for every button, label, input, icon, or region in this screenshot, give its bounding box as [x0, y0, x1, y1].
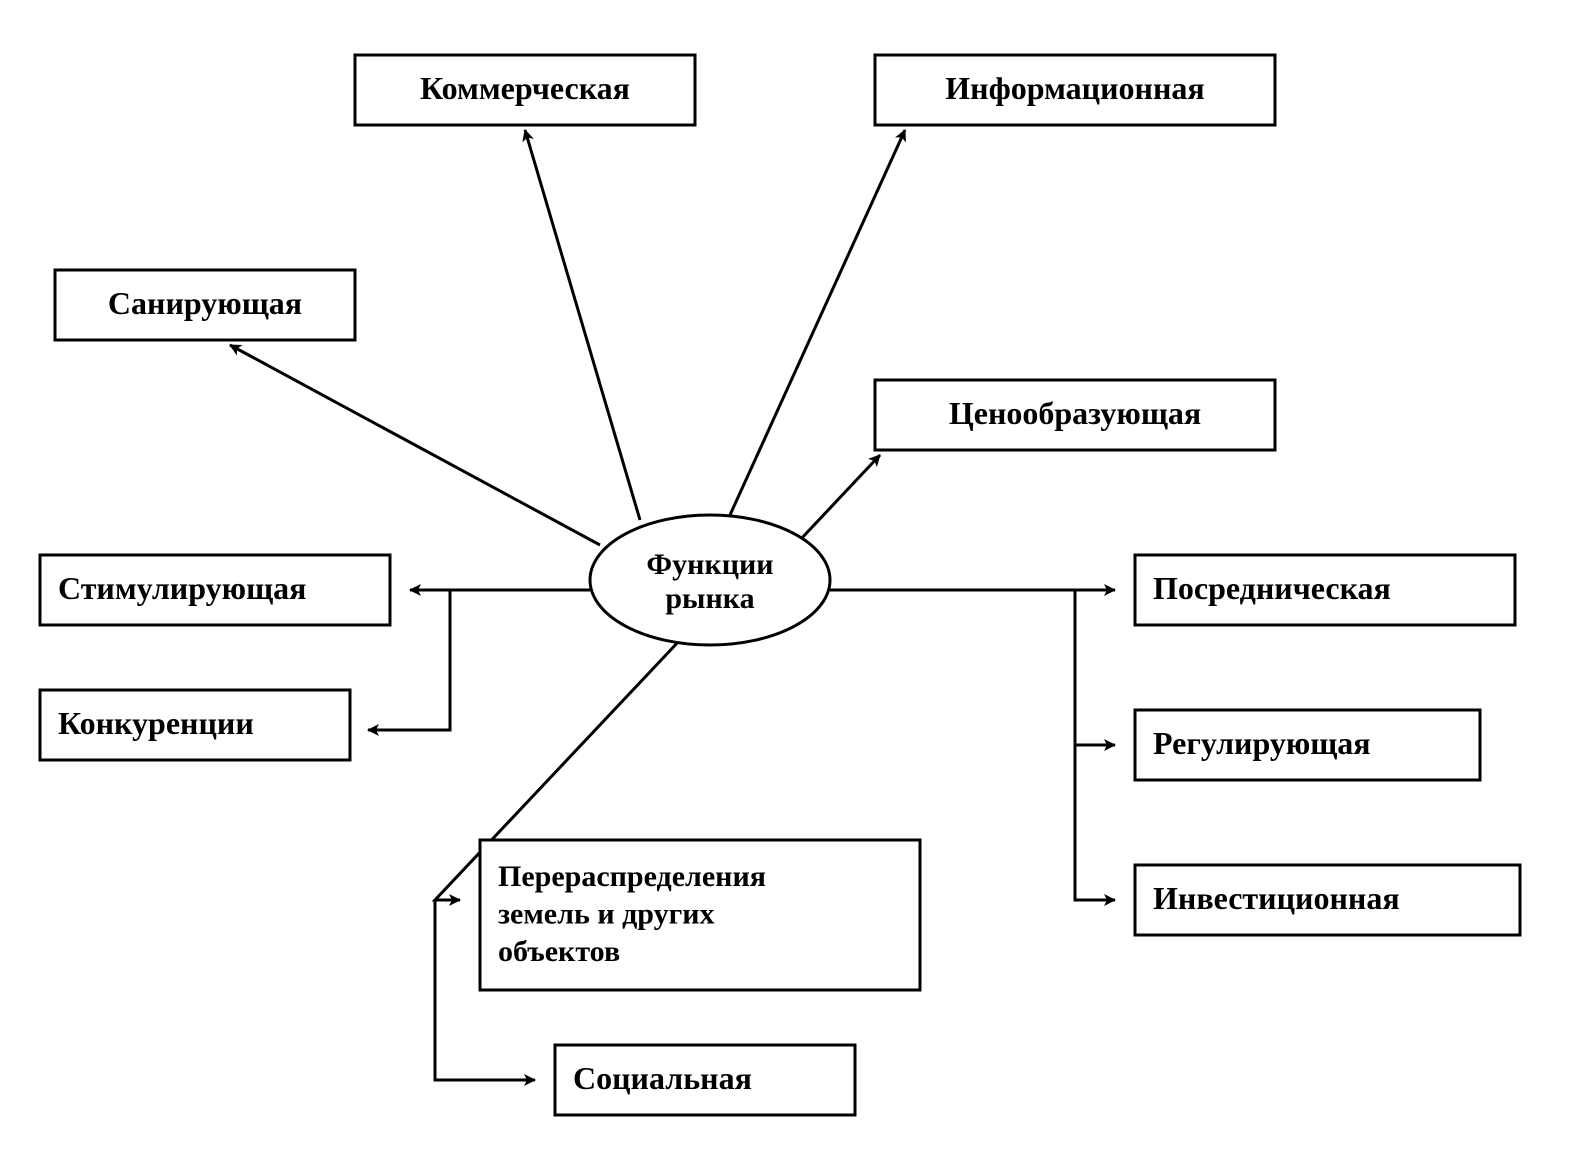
- node-label-sotsialnaya: Социальная: [573, 1060, 752, 1096]
- center-label-line2: рынка: [665, 582, 754, 615]
- node-reguliruyushchaya: Регулирующая: [1135, 710, 1480, 780]
- node-label-saniruyushchaya: Санирующая: [108, 285, 302, 321]
- node-label-kommercheskaya: Коммерческая: [420, 70, 630, 106]
- node-label-investitsionnaya: Инвестиционная: [1153, 880, 1400, 916]
- node-label-reguliruyushchaya: Регулирующая: [1153, 725, 1371, 761]
- node-saniruyushchaya: Санирующая: [55, 270, 355, 340]
- node-posrednicheskaya: Посредническая: [1135, 555, 1515, 625]
- edge-3: [800, 455, 880, 540]
- node-label-posrednicheskaya: Посредническая: [1153, 570, 1391, 606]
- node-tsenoobrazuyushchaya: Ценообразующая: [875, 380, 1275, 450]
- edge-0: [525, 130, 640, 520]
- center-label-line1: Функции: [646, 548, 773, 581]
- edge-2: [230, 345, 600, 545]
- node-label-stimuliruyushchaya: Стимулирующая: [58, 570, 306, 606]
- market-functions-diagram: Коммерческая Информационная Санирующая Цено…: [0, 0, 1578, 1168]
- node-label-pereraspredeleniya-l1: земель и других: [498, 897, 714, 930]
- node-label-informatsionnaya: Информационная: [945, 70, 1204, 106]
- node-investitsionnaya: Инвестиционная: [1135, 865, 1520, 935]
- node-informatsionnaya: Информационная: [875, 55, 1275, 125]
- node-label-pereraspredeleniya-l0: Перераспределения: [498, 860, 766, 893]
- node-stimuliruyushchaya: Стимулирующая: [40, 555, 390, 625]
- node-konkurentsii: Конкуренции: [40, 690, 350, 760]
- node-label-konkurentsii: Конкуренции: [58, 705, 254, 741]
- edge-7: [1075, 590, 1115, 745]
- edge-8: [1075, 745, 1115, 900]
- node-sotsialnaya: Социальная: [555, 1045, 855, 1115]
- node-kommercheskaya: Коммерческая: [355, 55, 695, 125]
- node-label-tsenoobrazuyushchaya: Ценообразующая: [949, 395, 1201, 431]
- node-pereraspredeleniya: Перераспределения земель и других объектов: [480, 840, 920, 990]
- node-label-pereraspredeleniya-l2: объектов: [498, 935, 620, 968]
